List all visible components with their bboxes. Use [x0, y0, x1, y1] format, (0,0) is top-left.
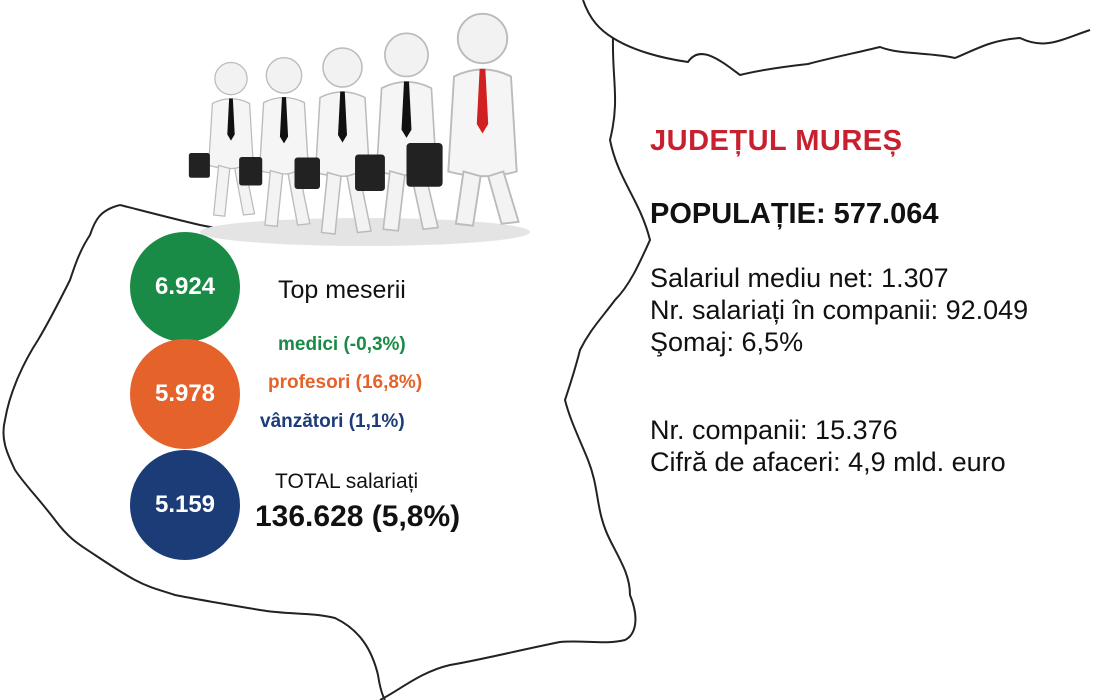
- stat-average-salary: Salariul mediu net: 1.307: [650, 263, 949, 293]
- stat-circle-value: 5.159: [154, 491, 216, 518]
- stat-circle-value: 6.924: [154, 273, 216, 300]
- stats-block-employment: Salariul mediu net: 1.307 Nr. salariați …: [650, 262, 1028, 358]
- population-text: POPULAȚIE: 577.064: [650, 198, 939, 230]
- stats-block-companies: Nr. companii: 15.376 Cifră de afaceri: 4…: [650, 414, 1006, 478]
- stat-turnover: Cifră de afaceri: 4,9 mld. euro: [650, 447, 1006, 477]
- stat-circle-green: 6.924: [130, 232, 240, 342]
- stat-unemployment: Şomaj: 6,5%: [650, 327, 804, 357]
- job-item-profesori: profesori (16,8%): [268, 372, 423, 393]
- stat-circle-blue: 5.159: [130, 450, 240, 560]
- stat-companies-count: Nr. companii: 15.376: [650, 415, 898, 445]
- total-employees-label: TOTAL salariați: [275, 470, 419, 493]
- county-title: JUDEȚUL MUREȘ: [650, 125, 903, 157]
- stat-employees-companies: Nr. salariați în companii: 92.049: [650, 295, 1029, 325]
- stat-circle-value: 5.978: [154, 380, 216, 407]
- top-jobs-heading: Top meserii: [278, 276, 406, 304]
- business-people-walking-icon: [188, 12, 530, 246]
- job-item-vanzatori: vânzători (1,1%): [260, 411, 405, 432]
- total-employees-value: 136.628 (5,8%): [255, 500, 461, 533]
- stat-circle-orange: 5.978: [130, 339, 240, 449]
- job-item-medici: medici (-0,3%): [278, 334, 406, 355]
